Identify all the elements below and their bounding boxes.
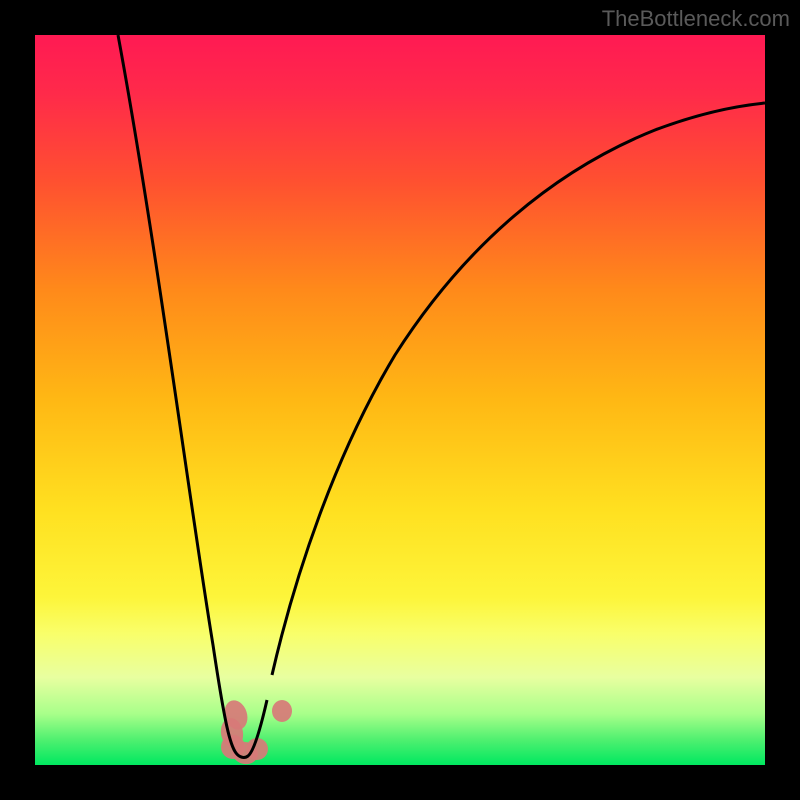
plot-area (35, 35, 765, 765)
gradient-background (35, 35, 765, 765)
watermark-text: TheBottleneck.com (602, 6, 790, 32)
chart-container: TheBottleneck.com (0, 0, 800, 800)
plot-svg (35, 35, 765, 765)
